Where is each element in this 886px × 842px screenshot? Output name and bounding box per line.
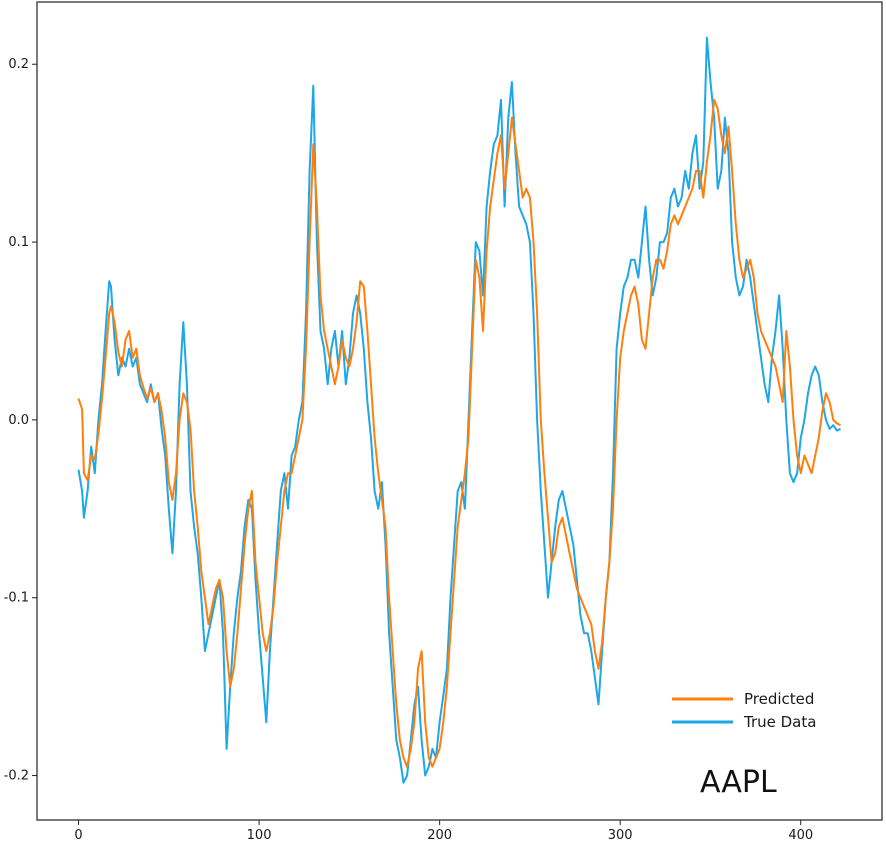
axes-frame: [36, 1, 883, 821]
y-tick-label: 0.0: [8, 413, 29, 428]
x-tick-label: 0: [74, 828, 82, 842]
series-layer: [77, 36, 841, 784]
y-tick-label: 0.1: [8, 235, 29, 250]
x-tick-label: 400: [788, 828, 813, 842]
legend: Predicted True Data: [672, 690, 816, 731]
ticker-annotation: AAPL: [700, 765, 777, 800]
y-axis: -0.2 -0.1 0.0 0.1 0.2: [4, 57, 37, 784]
legend-label-true-data: True Data: [743, 713, 816, 731]
x-tick-label: 100: [247, 828, 272, 842]
y-tick-label: 0.2: [8, 57, 29, 72]
series-line-predicted: [77, 98, 841, 768]
x-axis: 0 100 200 300 400: [74, 820, 813, 842]
x-tick-label: 300: [608, 828, 633, 842]
y-tick-label: -0.1: [4, 591, 29, 606]
x-tick-label: 200: [427, 828, 452, 842]
y-tick-label: -0.2: [4, 769, 29, 784]
legend-label-predicted: Predicted: [744, 690, 814, 708]
